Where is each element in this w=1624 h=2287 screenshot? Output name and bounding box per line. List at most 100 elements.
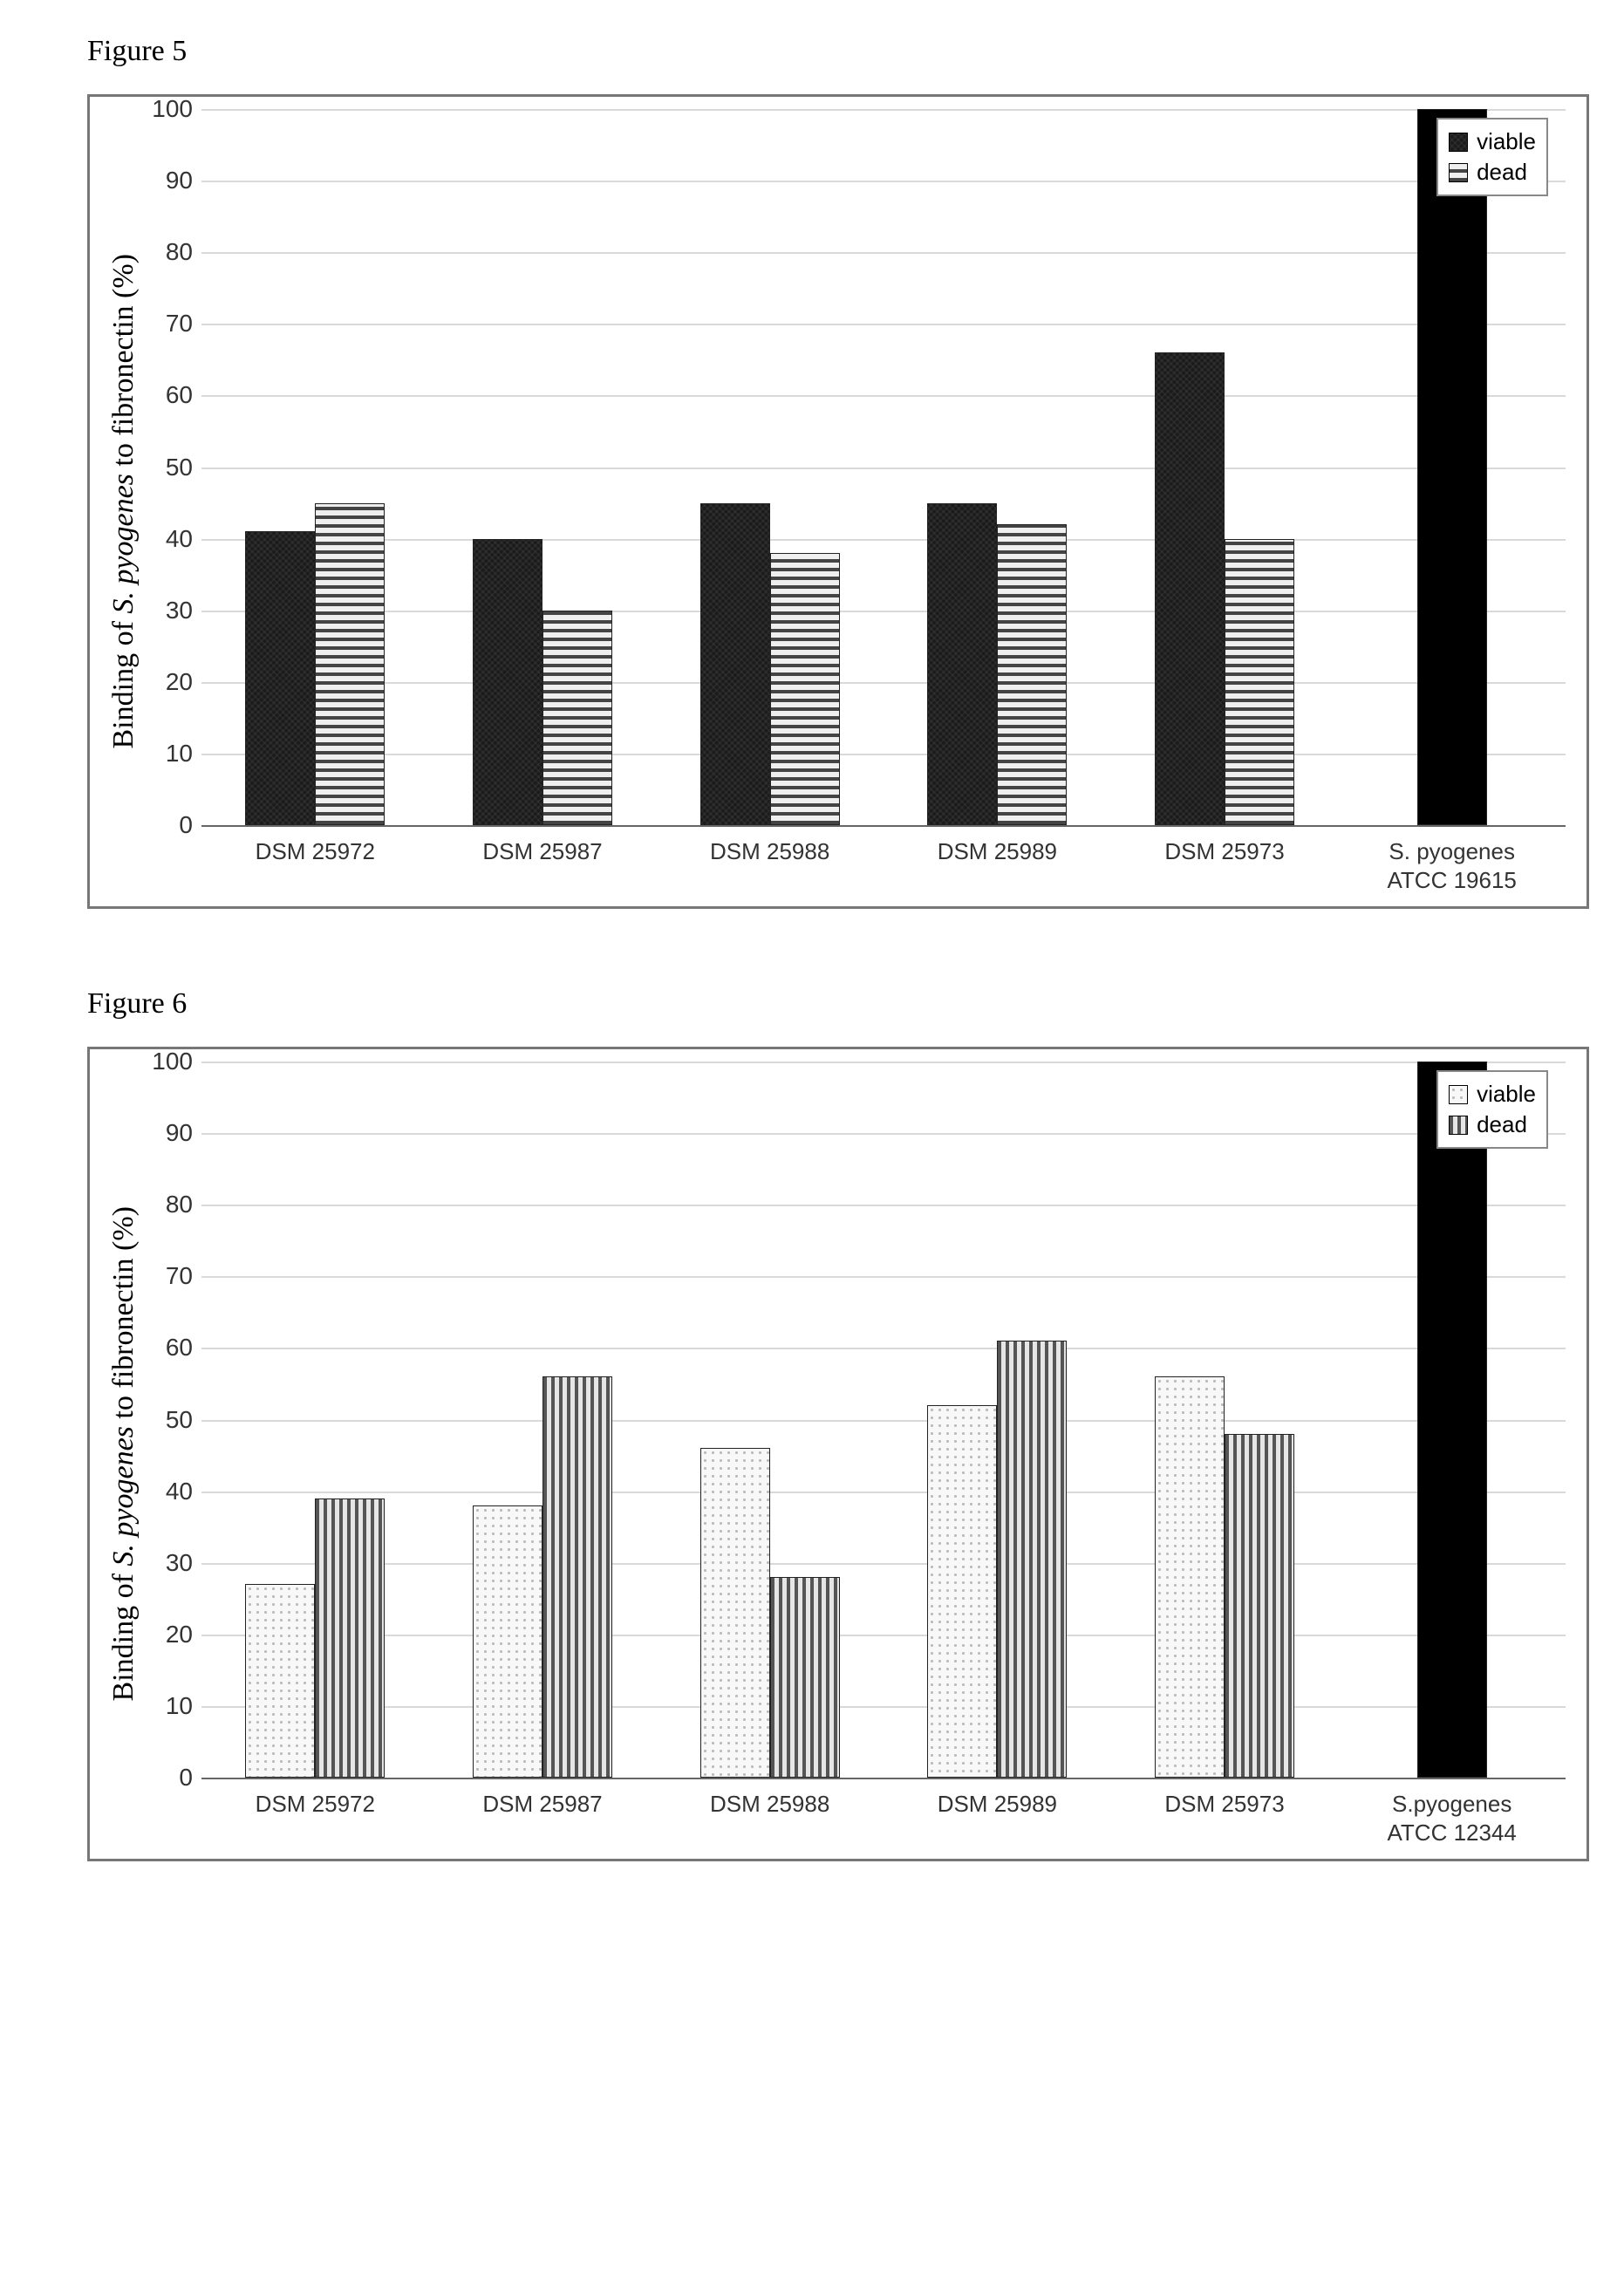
x-axis-label: DSM 25988 [656,1779,884,1847]
bar-group [884,109,1111,825]
y-tick-label: 50 [140,1406,193,1434]
x-axis-label: DSM 25989 [884,1779,1111,1847]
y-tick-label: 60 [140,381,193,409]
bar [927,503,997,825]
y-tick-label: 80 [140,238,193,266]
plot-column: 0102030405060708090100viabledeadDSM 2597… [140,109,1574,894]
x-axis-label: DSM 25987 [429,1779,657,1847]
y-axis-label-suffix: to fibronectin (%) [107,1206,140,1426]
bar-group [1111,109,1339,825]
legend-swatch [1449,163,1468,182]
y-tick-label: 70 [140,310,193,338]
y-tick-label: 90 [140,1119,193,1147]
y-tick-label: 90 [140,167,193,195]
bar [1417,1062,1487,1778]
y-tick-label: 80 [140,1191,193,1219]
bar-group [1338,1062,1566,1778]
x-axis-label: S. pyogenesATCC 19615 [1338,827,1566,894]
x-axis-labels: DSM 25972DSM 25987DSM 25988DSM 25989DSM … [201,1779,1566,1847]
bar [542,611,612,825]
legend: viable dead [1436,1070,1548,1149]
bar [770,553,840,825]
x-axis-label: DSM 25987 [429,827,657,894]
bar-group [884,1062,1111,1778]
legend-row: dead [1449,1109,1536,1140]
y-tick-label: 20 [140,1621,193,1649]
bar-groups [201,109,1566,825]
y-axis-label-suffix: to fibronectin (%) [107,254,140,474]
legend-label: viable [1477,128,1536,155]
y-tick-label: 100 [140,1048,193,1075]
y-tick-label: 30 [140,1549,193,1577]
y-tick-label: 60 [140,1334,193,1362]
bar [473,1505,542,1778]
bar-group [429,1062,657,1778]
x-axis-label: DSM 25972 [201,1779,429,1847]
x-axis-label: DSM 25973 [1111,827,1339,894]
figure-caption: Figure 5 [87,35,1589,68]
y-axis-label-prefix: Binding of [107,1567,140,1702]
chart-frame: Binding of S. pyogenes to fibronectin (%… [102,1062,1574,1847]
legend-label: dead [1477,159,1527,186]
legend-swatch [1449,1116,1468,1135]
bar [1225,539,1294,825]
y-axis-label-italic: S. pyogenes [107,474,140,614]
bar [700,503,770,825]
bar-group [1111,1062,1339,1778]
legend: viable dead [1436,118,1548,196]
y-tick-label: 100 [140,95,193,123]
bar-group [656,1062,884,1778]
bar [1155,1376,1225,1778]
y-tick-label: 0 [140,1764,193,1792]
bar [245,531,315,825]
y-tick-label: 10 [140,740,193,768]
x-axis-labels: DSM 25972DSM 25987DSM 25988DSM 25989DSM … [201,827,1566,894]
bar [245,1584,315,1778]
bar [315,503,385,825]
legend-label: dead [1477,1111,1527,1138]
legend-label: viable [1477,1081,1536,1108]
bar [1225,1434,1294,1778]
legend-swatch [1449,133,1468,152]
bar [473,539,542,825]
y-tick-label: 20 [140,668,193,696]
bar [315,1498,385,1778]
x-axis-label: S.pyogenesATCC 12344 [1338,1779,1566,1847]
x-axis-label: DSM 25972 [201,827,429,894]
y-axis-label-italic: S. pyogenes [107,1426,140,1567]
y-tick-label: 0 [140,811,193,839]
x-axis-label: DSM 25988 [656,827,884,894]
y-tick-label: 70 [140,1262,193,1290]
y-tick-label: 40 [140,525,193,553]
y-axis-label-prefix: Binding of [107,614,140,749]
bar-groups [201,1062,1566,1778]
legend-row: viable [1449,126,1536,157]
plot-column: 0102030405060708090100viabledeadDSM 2597… [140,1062,1574,1847]
plot-area: 0102030405060708090100viabledead [201,109,1566,827]
y-axis-label: Binding of S. pyogenes to fibronectin (%… [102,254,140,749]
bar [997,1341,1067,1778]
chart-panel: Binding of S. pyogenes to fibronectin (%… [87,94,1589,909]
x-axis-label: DSM 25973 [1111,1779,1339,1847]
y-tick-label: 50 [140,454,193,481]
page-root: Figure 5 Binding of S. pyogenes to fibron… [87,35,1589,1861]
bar [1155,352,1225,825]
y-tick-label: 30 [140,597,193,625]
bar [770,1577,840,1778]
bar-group [201,1062,429,1778]
chart-frame: Binding of S. pyogenes to fibronectin (%… [102,109,1574,894]
legend-swatch [1449,1085,1468,1104]
bar [700,1448,770,1778]
y-axis-label: Binding of S. pyogenes to fibronectin (%… [102,1206,140,1702]
y-tick-label: 40 [140,1478,193,1505]
bar [997,524,1067,825]
bar-group [201,109,429,825]
bar-group [656,109,884,825]
bar [1417,109,1487,825]
x-axis-label: DSM 25989 [884,827,1111,894]
y-tick-label: 10 [140,1692,193,1720]
bar-group [1338,109,1566,825]
bar [927,1405,997,1778]
legend-row: dead [1449,157,1536,188]
bar-group [429,109,657,825]
